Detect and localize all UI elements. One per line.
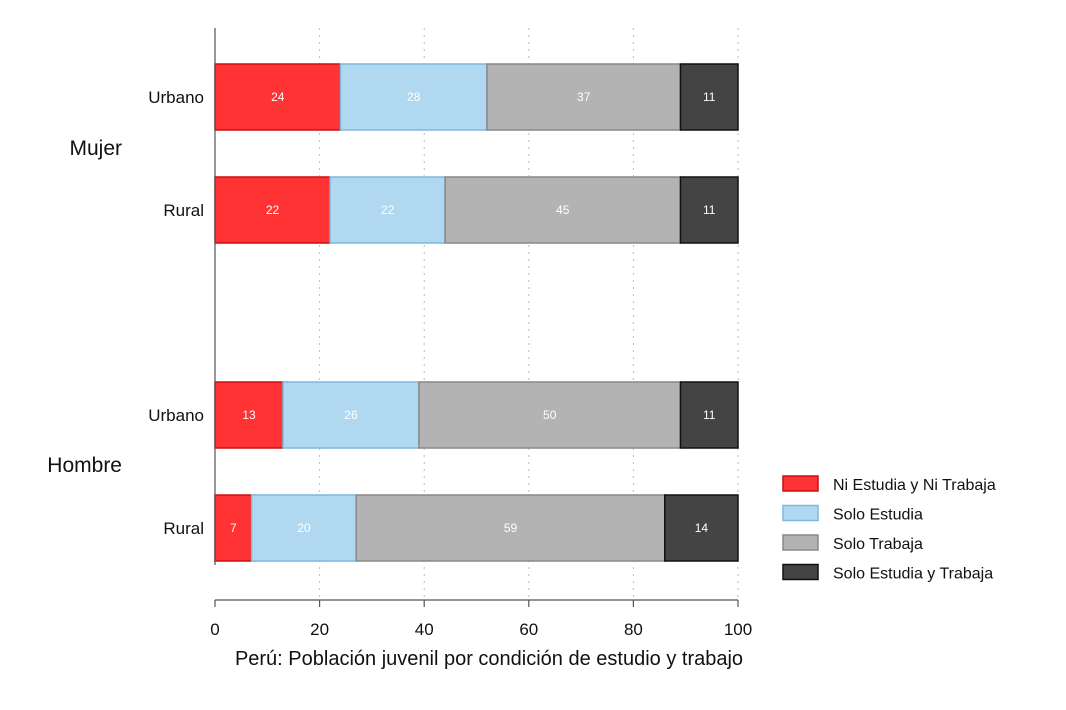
bar-value-label: 11	[703, 203, 716, 217]
bar-hombre-urbano-series-1	[214, 381, 284, 449]
bar-mujer-rural-series-1	[214, 176, 331, 244]
x-tick-label: 80	[624, 620, 643, 639]
bar-value-label: 7	[230, 521, 237, 535]
bar-mujer-rural-series-2	[329, 176, 446, 244]
x-tick-label: 0	[210, 620, 219, 639]
x-tick-label: 100	[724, 620, 752, 639]
bar-value-label: 59	[504, 521, 518, 535]
legend-swatch-3	[782, 534, 819, 551]
bar-hombre-rural-series-1	[214, 494, 253, 562]
bar-value-label: 11	[703, 408, 716, 422]
bar-mujer-urbano-series-4	[679, 63, 739, 131]
bar-value-label: 45	[556, 203, 570, 217]
bar-hombre-urbano-series-3	[418, 381, 682, 449]
bar-value-label: 22	[381, 203, 395, 217]
bar-hombre-rural-series-3	[355, 494, 666, 562]
bar-value-label: 20	[297, 521, 311, 535]
category-label: Rural	[163, 519, 204, 538]
group-label-hombre: Hombre	[47, 454, 122, 477]
legend: Ni Estudia y Ni Trabaja Solo Estudia Solo …	[782, 475, 996, 583]
legend-label-1: Ni Estudia y Ni Trabaja	[833, 477, 996, 494]
legend-swatch-1	[782, 475, 819, 492]
legend-swatch-4	[782, 563, 819, 581]
bar-value-label: 22	[266, 203, 280, 217]
group-label-mujer: Mujer	[69, 137, 122, 160]
legend-label-4: Solo Estudia y Trabaja	[833, 566, 993, 583]
x-axis: 0 20 40 60 80 100	[210, 28, 752, 639]
bar-hombre-urbano-series-4	[679, 381, 739, 449]
x-tick-label: 40	[415, 620, 434, 639]
bar-value-label: 50	[543, 408, 557, 422]
category-label: Urbano	[148, 88, 204, 107]
x-tick-label: 60	[519, 620, 538, 639]
bar-value-label: 11	[703, 90, 716, 104]
bar-hombre-rural-series-4	[664, 494, 739, 562]
legend-label-3: Solo Trabaja	[833, 536, 923, 553]
bar-value-label: 28	[407, 90, 421, 104]
category-label: Rural	[163, 201, 204, 220]
category-labels: Urbano Rural Mujer Urbano Rural Hombre	[47, 88, 204, 538]
legend-label-2: Solo Estudia	[833, 507, 923, 524]
x-axis-title: Perú: Población juvenil por condición de…	[235, 648, 743, 670]
bars: 24 28 37 11 22 22 45 11 13 26 50 11 7 20 59 14	[214, 63, 739, 562]
bar-mujer-rural-series-3	[444, 176, 682, 244]
legend-swatch-2	[782, 504, 819, 522]
bar-hombre-urbano-series-2	[282, 381, 420, 449]
bar-value-label: 37	[577, 90, 591, 104]
bar-value-label: 14	[695, 521, 709, 535]
bar-mujer-urbano-series-2	[339, 63, 488, 131]
bar-value-label: 13	[242, 408, 256, 422]
category-label: Urbano	[148, 406, 204, 425]
bar-value-label: 26	[344, 408, 358, 422]
x-tick-label: 20	[310, 620, 329, 639]
bar-mujer-rural-series-4	[679, 176, 739, 244]
bar-value-label: 24	[271, 90, 285, 104]
bar-hombre-rural-series-2	[250, 494, 357, 562]
